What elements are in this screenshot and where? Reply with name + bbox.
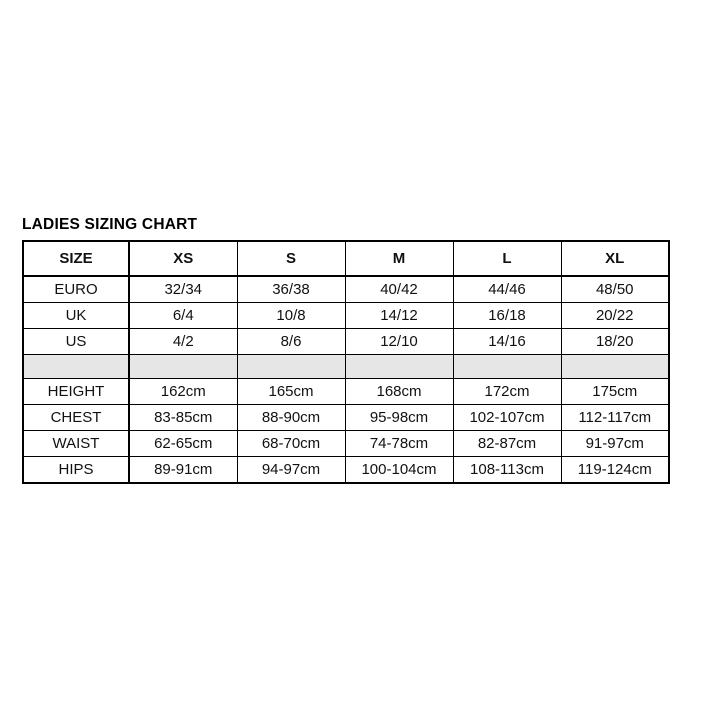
- table-cell: 83-85cm: [128, 404, 238, 431]
- table-cell: 102-107cm: [452, 404, 562, 431]
- table-cell: 12/10: [344, 328, 454, 355]
- table-cell: 100-104cm: [344, 456, 454, 484]
- table-cell: 95-98cm: [344, 404, 454, 431]
- table-cell: 4/2: [128, 328, 238, 355]
- row-label: UK: [22, 302, 130, 329]
- table-cell: 14/16: [452, 328, 562, 355]
- table-header-row: SIZE XS S M L XL: [22, 240, 670, 277]
- spacer-cell: [236, 354, 346, 379]
- table-cell: 18/20: [560, 328, 670, 355]
- row-label: US: [22, 328, 130, 355]
- table-row: WAIST 62-65cm 68-70cm 74-78cm 82-87cm 91-97cm: [22, 430, 670, 457]
- row-label: HIPS: [22, 456, 130, 484]
- table-cell: 165cm: [236, 378, 346, 405]
- table-cell: 94-97cm: [236, 456, 346, 484]
- column-header-s: S: [236, 240, 346, 277]
- spacer-cell: [128, 354, 238, 379]
- column-header-m: M: [344, 240, 454, 277]
- table-spacer-row: [22, 354, 670, 379]
- table-row: US 4/2 8/6 12/10 14/16 18/20: [22, 328, 670, 355]
- table-cell: 82-87cm: [452, 430, 562, 457]
- row-label: WAIST: [22, 430, 130, 457]
- row-label: CHEST: [22, 404, 130, 431]
- table-cell: 16/18: [452, 302, 562, 329]
- table-cell: 88-90cm: [236, 404, 346, 431]
- table-cell: 62-65cm: [128, 430, 238, 457]
- spacer-cell: [344, 354, 454, 379]
- table-cell: 89-91cm: [128, 456, 238, 484]
- table-cell: 74-78cm: [344, 430, 454, 457]
- row-label: HEIGHT: [22, 378, 130, 405]
- table-cell: 6/4: [128, 302, 238, 329]
- table-cell: 48/50: [560, 275, 670, 303]
- table-cell: 40/42: [344, 275, 454, 303]
- table-cell: 168cm: [344, 378, 454, 405]
- table-cell: 108-113cm: [452, 456, 562, 484]
- spacer-cell: [22, 354, 130, 379]
- table-cell: 44/46: [452, 275, 562, 303]
- table-cell: 112-117cm: [560, 404, 670, 431]
- table-row: HIPS 89-91cm 94-97cm 100-104cm 108-113cm 119-…: [22, 456, 670, 484]
- table-cell: 8/6: [236, 328, 346, 355]
- table-row: HEIGHT 162cm 165cm 168cm 172cm 175cm: [22, 378, 670, 405]
- table-cell: 32/34: [128, 275, 238, 303]
- table-cell: 10/8: [236, 302, 346, 329]
- table-cell: 20/22: [560, 302, 670, 329]
- table-cell: 162cm: [128, 378, 238, 405]
- table-cell: 175cm: [560, 378, 670, 405]
- row-label: EURO: [22, 275, 130, 303]
- table-cell: 119-124cm: [560, 456, 670, 484]
- column-header-size: SIZE: [22, 240, 130, 277]
- spacer-cell: [560, 354, 670, 379]
- spacer-cell: [452, 354, 562, 379]
- table-cell: 14/12: [344, 302, 454, 329]
- column-header-l: L: [452, 240, 562, 277]
- column-header-xl: XL: [560, 240, 670, 277]
- ladies-sizing-table: SIZE XS S M L XL EURO 32/34 36/38 40/42 44/46 48/50…: [22, 240, 670, 484]
- column-header-xs: XS: [128, 240, 238, 277]
- table-row: CHEST 83-85cm 88-90cm 95-98cm 102-107cm 112-1…: [22, 404, 670, 431]
- table-cell: 91-97cm: [560, 430, 670, 457]
- page-title: LADIES SIZING CHART: [22, 216, 198, 233]
- table-cell: 172cm: [452, 378, 562, 405]
- table-row: UK 6/4 10/8 14/12 16/18 20/22: [22, 302, 670, 329]
- table-row: EURO 32/34 36/38 40/42 44/46 48/50: [22, 275, 670, 303]
- table-cell: 36/38: [236, 275, 346, 303]
- table-cell: 68-70cm: [236, 430, 346, 457]
